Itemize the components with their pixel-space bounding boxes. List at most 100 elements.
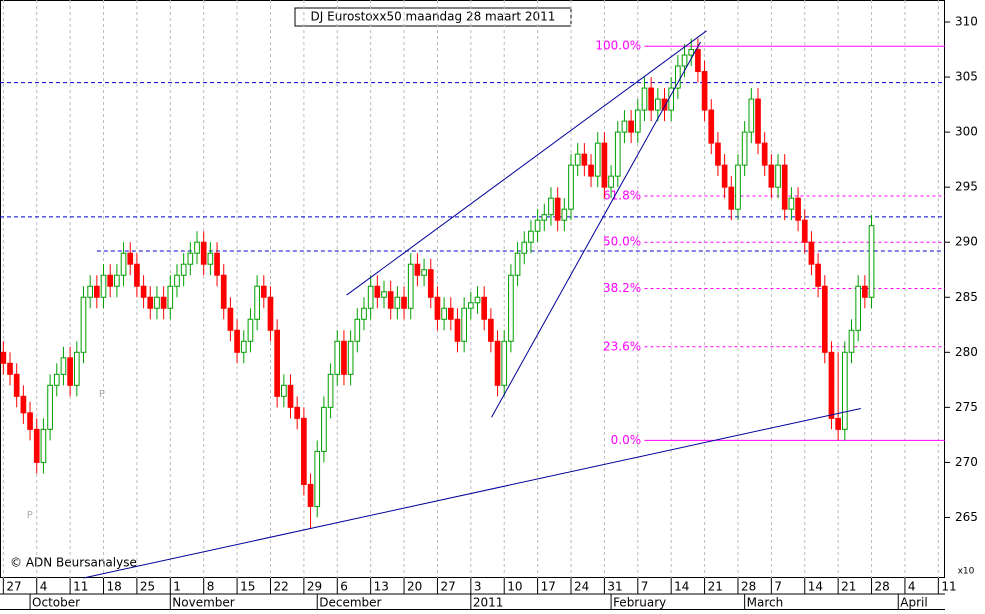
candle-body: [334, 340, 341, 375]
candle-body: [73, 351, 80, 386]
candle-body: [601, 142, 608, 188]
candle-body: [394, 296, 401, 309]
month-label: October: [32, 596, 80, 610]
month-label: March: [747, 596, 784, 610]
candle-body: [254, 285, 260, 320]
candle-body: [187, 252, 194, 265]
candle-body: [608, 175, 614, 188]
candle-body: [80, 296, 87, 353]
candle-body: [561, 208, 568, 221]
candle-body: [614, 131, 621, 177]
candle-body: [321, 406, 327, 452]
candle-body: [454, 318, 461, 342]
fib-label: 50.0%: [603, 235, 641, 249]
candle-body: [574, 153, 581, 166]
x-tick-label: 6: [340, 580, 348, 594]
candle-body: [427, 269, 434, 298]
candle-body: [808, 241, 815, 265]
candle-body: [801, 219, 808, 243]
candle-body: [114, 274, 120, 287]
candle-body: [681, 54, 688, 67]
y-tick-label: 270: [955, 455, 978, 469]
candle-body: [267, 296, 274, 331]
y-tick-label: 280: [955, 345, 978, 359]
candle-body: [761, 142, 768, 166]
y-tick-label: 295: [955, 180, 978, 194]
candle-body: [775, 164, 781, 188]
candle-body: [788, 197, 795, 210]
candle-body: [688, 49, 695, 56]
x-tick-label: 7: [774, 580, 782, 594]
x-tick-label: 14: [808, 580, 823, 594]
candle-body: [441, 307, 447, 320]
y-tick-label: 265: [955, 510, 978, 524]
candle-body: [347, 340, 354, 375]
candle-body: [488, 318, 494, 342]
title-box: [294, 7, 572, 27]
candle-body: [13, 373, 20, 397]
candle-body: [301, 417, 307, 485]
candle-body: [194, 241, 200, 254]
candle-body: [868, 225, 875, 298]
candle-body: [828, 351, 835, 419]
candle-body: [20, 395, 27, 414]
candle-body: [695, 49, 701, 73]
candle-body: [381, 291, 387, 298]
fib-label: 38.2%: [603, 281, 641, 295]
y-tick-label: 310: [955, 15, 978, 29]
candle-body: [27, 412, 33, 430]
candle-body: [87, 285, 93, 298]
month-label: 2011: [473, 596, 504, 610]
candle-body: [568, 164, 574, 210]
candle-body: [160, 296, 167, 309]
candle-body: [701, 71, 708, 111]
candle-body: [60, 357, 67, 375]
candle-body: [180, 263, 187, 276]
candle-body: [200, 241, 207, 265]
x-tick-label: 7: [641, 580, 649, 594]
candle-body: [728, 186, 735, 210]
candle-body: [240, 340, 247, 353]
candle-body: [634, 109, 641, 133]
candle-body: [514, 252, 521, 276]
x-tick-label: 27: [6, 580, 21, 594]
x-tick-label: 4: [908, 580, 916, 594]
candle-body: [314, 450, 321, 507]
month-label: February: [613, 596, 666, 610]
candle-body: [835, 417, 841, 430]
fib-label: 61.8%: [603, 188, 641, 202]
candle-body: [341, 340, 347, 375]
source: © ADN Beursanalyse: [10, 556, 137, 570]
candle-body: [848, 329, 855, 353]
candle-body: [207, 252, 214, 265]
candle-body: [755, 98, 761, 144]
candle-body: [401, 296, 407, 309]
marker-label: P: [27, 510, 33, 521]
candle-body: [594, 142, 601, 177]
candle-body: [467, 302, 474, 309]
candle-body: [107, 274, 114, 287]
candle-body: [654, 98, 661, 111]
candle-body: [40, 428, 47, 463]
candle-body: [841, 351, 848, 430]
candle-body: [434, 296, 441, 320]
candle-body: [167, 285, 174, 309]
marker-label: P: [99, 389, 105, 400]
candle-body: [260, 285, 267, 298]
x-tick-label: 21: [841, 580, 856, 594]
candle-body: [307, 483, 314, 507]
candle-body: [862, 285, 868, 298]
candle-body: [53, 373, 60, 386]
candle-body: [47, 384, 53, 430]
x-tick-label: 1: [173, 580, 181, 594]
candle-body: [501, 340, 508, 386]
candle-body: [508, 274, 514, 342]
candle-body: [581, 153, 588, 166]
chart-title: DJ Eurostoxx50 maandag 28 maart 2011: [311, 10, 556, 24]
candle-body: [367, 285, 374, 309]
candle-body: [621, 120, 628, 133]
x-tick-label: 20: [407, 580, 422, 594]
x-tick-label: 11: [73, 580, 88, 594]
x-tick-label: 21: [708, 580, 723, 594]
